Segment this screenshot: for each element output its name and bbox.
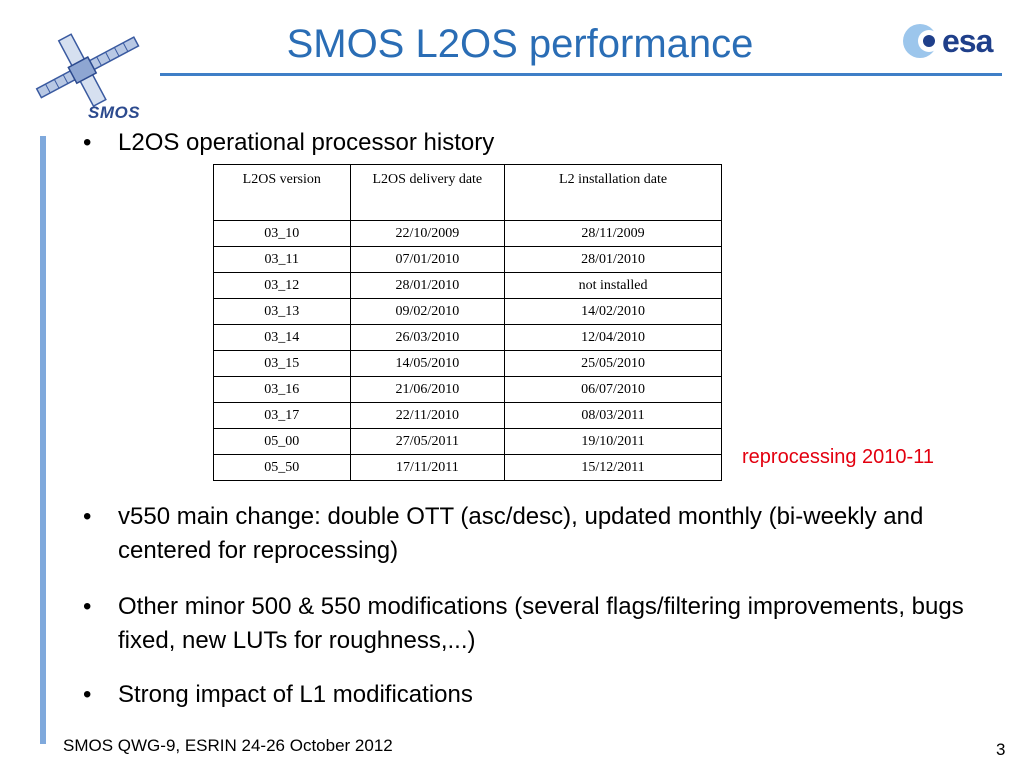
bullet-text: Strong impact of L1 modifications [118, 681, 473, 708]
cell-version: 03_13 [213, 298, 351, 325]
cell-delivery: 17/11/2011 [349, 454, 506, 481]
cell-version: 03_12 [213, 272, 351, 299]
header-version: L2OS version [213, 164, 351, 221]
cell-delivery: 09/02/2010 [349, 298, 506, 325]
cell-version: 03_14 [213, 324, 351, 351]
bullet-text: v550 main change: double OTT (asc/desc),… [118, 503, 924, 564]
smos-logo [35, 33, 140, 108]
cell-version: 03_17 [213, 402, 351, 429]
footer-event: SMOS QWG-9, ESRIN 24-26 October 2012 [63, 736, 393, 755]
cell-version: 05_00 [213, 428, 351, 455]
bullet-dot: • [83, 593, 92, 620]
cell-installation: 28/11/2009 [504, 220, 722, 247]
cell-version: 03_16 [213, 376, 351, 403]
cell-installation: 19/10/2011 [504, 428, 722, 455]
bullet-text: Other minor 500 & 550 modifications (sev… [118, 593, 964, 654]
page-number: 3 [996, 740, 1006, 759]
cell-installation: 28/01/2010 [504, 246, 722, 273]
cell-delivery: 21/06/2010 [349, 376, 506, 403]
accent-bar [40, 136, 46, 744]
cell-delivery: 22/10/2009 [349, 220, 506, 247]
cell-delivery: 27/05/2011 [349, 428, 506, 455]
table-row: 03_17 22/11/2010 08/03/2011 [213, 402, 722, 429]
bullet-dot: • [83, 681, 92, 708]
cell-delivery: 26/03/2010 [349, 324, 506, 351]
table-row: 03_16 21/06/2010 06/07/2010 [213, 376, 722, 403]
title-divider [160, 73, 1002, 76]
bullet-text: L2OS operational processor history [118, 129, 495, 156]
cell-delivery: 22/11/2010 [349, 402, 506, 429]
cell-installation: 08/03/2011 [504, 402, 722, 429]
cell-version: 03_10 [213, 220, 351, 247]
cell-version: 05_50 [213, 454, 351, 481]
table-row: 03_13 09/02/2010 14/02/2010 [213, 298, 722, 325]
cell-installation: 06/07/2010 [504, 376, 722, 403]
table-row: 03_11 07/01/2010 28/01/2010 [213, 246, 722, 273]
cell-delivery: 14/05/2010 [349, 350, 506, 377]
table-row: 05_50 17/11/2011 15/12/2011 [213, 454, 722, 481]
cell-installation: 14/02/2010 [504, 298, 722, 325]
table-row: 03_14 26/03/2010 12/04/2010 [213, 324, 722, 351]
cell-installation: 12/04/2010 [504, 324, 722, 351]
reprocessing-note: reprocessing 2010-11 [742, 446, 934, 468]
bullet-dot: • [83, 503, 92, 530]
table-row: 03_10 22/10/2009 28/11/2009 [213, 220, 722, 247]
bullet-dot: • [83, 129, 92, 156]
cell-installation: 15/12/2011 [504, 454, 722, 481]
processor-history-table: L2OS version L2OS delivery date L2 insta… [213, 164, 722, 481]
smos-logo-text: SMOS [88, 103, 141, 122]
table-row: 05_00 27/05/2011 19/10/2011 [213, 428, 722, 455]
header-installation-date: L2 installation date [504, 164, 722, 221]
cell-version: 03_11 [213, 246, 351, 273]
table-row: 03_12 28/01/2010 not installed [213, 272, 722, 299]
cell-delivery: 07/01/2010 [349, 246, 506, 273]
cell-installation: 25/05/2010 [504, 350, 722, 377]
esa-logo-icon [903, 24, 940, 58]
cell-delivery: 28/01/2010 [349, 272, 506, 299]
esa-logo-text: esa [942, 23, 993, 59]
table-row: 03_15 14/05/2010 25/05/2010 [213, 350, 722, 377]
table-header-row: L2OS version L2OS delivery date L2 insta… [213, 164, 722, 221]
slide-title: SMOS L2OS performance [286, 22, 754, 66]
cell-version: 03_15 [213, 350, 351, 377]
cell-installation: not installed [504, 272, 722, 299]
header-delivery-date: L2OS delivery date [349, 164, 506, 221]
